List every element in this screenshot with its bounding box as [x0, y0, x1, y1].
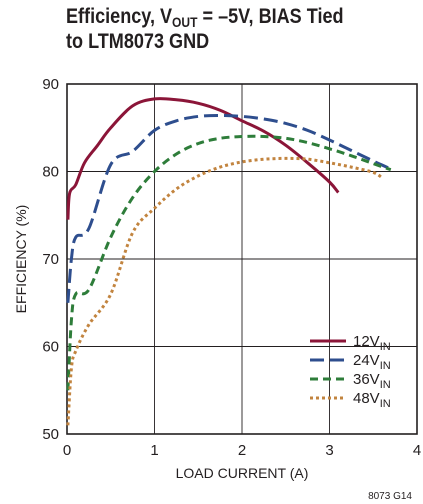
- series-line-36v: [66, 134, 392, 391]
- y-tick-label-3: 80: [42, 164, 59, 181]
- x-tick-label-2: 2: [238, 442, 246, 459]
- chart-title: Efficiency, VOUT = –5V, BIAS Tied to LTM…: [66, 4, 367, 54]
- legend-label-12v: 12VIN: [353, 333, 391, 353]
- y-tick-label-0: 50: [42, 426, 59, 443]
- y-tick-label-2: 70: [42, 251, 59, 268]
- grid: [66, 83, 418, 435]
- x-tick-label-3: 3: [325, 442, 333, 459]
- x-tick-label-0: 0: [63, 442, 71, 459]
- legend-label-24v: 24VIN: [353, 352, 391, 372]
- x-tick-label-1: 1: [150, 442, 158, 459]
- legend-label-48v: 48VIN: [353, 390, 391, 410]
- x-tick-label-4: 4: [413, 442, 421, 459]
- chart-title-line1: Efficiency, VOUT = –5V, BIAS Tied: [66, 5, 344, 30]
- tick-labels: 0 1 2 3 4 50 60 70 80 90: [42, 76, 421, 459]
- legend-label-36v: 36VIN: [353, 371, 391, 391]
- series-line-24v: [66, 114, 392, 303]
- y-tick-label-1: 60: [42, 339, 59, 356]
- figure-code: 8073 G14: [368, 491, 412, 502]
- x-axis-label: LOAD CURRENT (A): [176, 465, 309, 481]
- series-group: [66, 97, 392, 426]
- chart-title-line2: to LTM8073 GND: [66, 30, 210, 53]
- series-line-12v: [66, 97, 340, 220]
- y-tick-label-4: 90: [42, 76, 59, 93]
- y-axis-label: EFFICIENCY (%): [13, 205, 29, 314]
- series-line-48v: [66, 156, 383, 426]
- plot-frame: [66, 83, 418, 435]
